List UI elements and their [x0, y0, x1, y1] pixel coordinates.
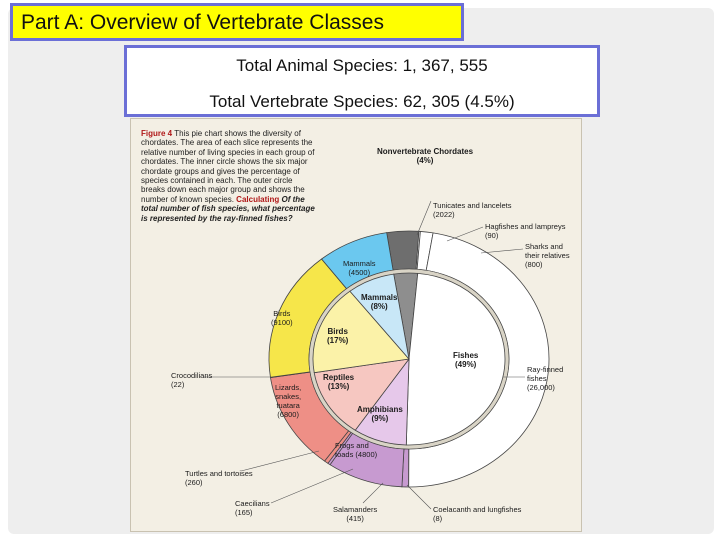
label-rayfinned: Ray-finned fishes (26,000) — [527, 365, 564, 392]
slide-title-text: Part A: Overview of Vertebrate Classes — [21, 11, 384, 34]
label-turtles: Turtles and tortoises (260) — [185, 469, 253, 487]
inner-slice-fishes — [405, 272, 506, 446]
caption-text: This pie chart shows the diversity of ch… — [141, 129, 315, 204]
label-birds-outer: Birds (9100) — [271, 309, 293, 327]
leader-sharks — [480, 248, 524, 254]
leader-tunicates — [416, 200, 432, 236]
label-salamanders: Salamanders (415) — [333, 505, 378, 523]
inner-slice-mammals — [349, 273, 410, 361]
leader-coelacanth — [406, 484, 432, 510]
leader-hagfishes — [446, 226, 484, 242]
label-coelacanth: Coelacanth and lungfishes (8) — [433, 505, 522, 523]
label-birds-inner: Birds (17%) — [327, 327, 349, 345]
textbook-figure: Figure 4 This pie chart shows the divers… — [130, 118, 582, 532]
label-mammals-outer: Mammals (4500) — [343, 259, 376, 277]
label-sharks: Sharks and their relatives (800) — [525, 242, 570, 269]
label-leader-lines — [203, 200, 525, 510]
slide-title: Part A: Overview of Vertebrate Classes — [10, 3, 464, 41]
label-hagfishes: Hagfishes and lampreys (90) — [485, 222, 566, 240]
figure-caption: Figure 4 This pie chart shows the divers… — [141, 129, 317, 223]
total-animal-species: Total Animal Species: 1, 367, 555 — [236, 56, 488, 75]
leader-caecilians — [270, 468, 354, 504]
label-lizards: Lizards, snakes, tuatara (6800) — [275, 383, 302, 419]
label-amphibians-inner: Amphibians (9%) — [357, 405, 403, 423]
label-reptiles-inner: Reptiles (13%) — [323, 373, 355, 391]
label-frogs: Frogs and toads (4800) — [335, 441, 378, 459]
label-tunicates: Tunicates and lancelets (2022) — [433, 201, 512, 219]
label-nonvertebrate: Nonvertebrate Chordates (4%) — [377, 147, 474, 165]
calculating-question: Of the total number of fish species, wha… — [141, 194, 315, 223]
leader-salamanders — [362, 482, 384, 504]
species-totals-box: Total Animal Species: 1, 367, 555 Total … — [124, 45, 600, 117]
calculating-label: Calculating — [236, 194, 280, 204]
chordate-pie-chart — [203, 200, 550, 510]
leader-turtles — [240, 450, 320, 472]
label-mammals-inner: Mammals (8%) — [361, 293, 398, 311]
total-vertebrate-species: Total Vertebrate Species: 62, 305 (4.5%) — [209, 92, 515, 111]
label-crocodilians: Crocodilians (22) — [171, 371, 213, 389]
inner-ring — [312, 272, 506, 446]
label-fishes-inner: Fishes (49%) — [453, 351, 479, 369]
figure-number: Figure 4 — [141, 129, 173, 138]
label-caecilians: Caecilians (165) — [235, 499, 270, 517]
